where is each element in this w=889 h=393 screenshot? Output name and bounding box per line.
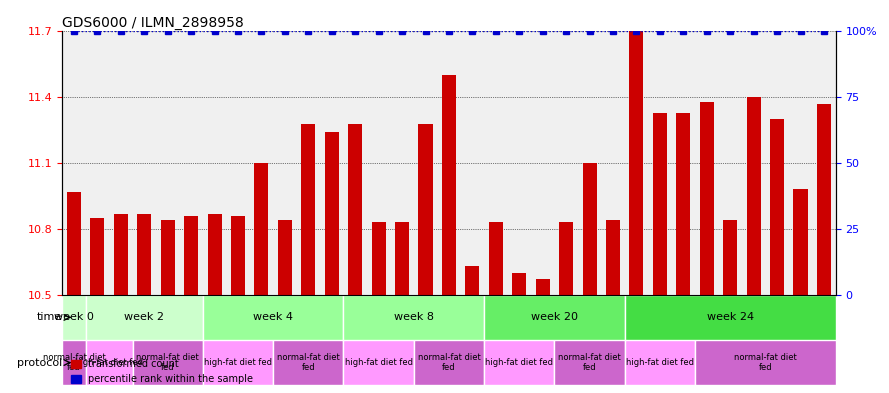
FancyBboxPatch shape	[343, 295, 485, 340]
Bar	[348, 124, 362, 295]
Bar	[677, 113, 691, 295]
Bar	[536, 279, 549, 295]
Bar	[372, 222, 386, 295]
Text: week 0: week 0	[54, 312, 94, 322]
Text: protocol: protocol	[17, 358, 62, 367]
FancyBboxPatch shape	[85, 340, 132, 385]
FancyBboxPatch shape	[203, 340, 273, 385]
Text: time: time	[37, 312, 62, 322]
FancyBboxPatch shape	[485, 295, 625, 340]
Bar	[91, 218, 104, 295]
Bar	[606, 220, 620, 295]
FancyBboxPatch shape	[555, 340, 625, 385]
Bar	[653, 113, 667, 295]
Text: high-fat diet fed: high-fat diet fed	[204, 358, 272, 367]
Legend: transformed count, percentile rank within the sample: transformed count, percentile rank withi…	[67, 356, 258, 388]
Bar	[629, 31, 644, 295]
Bar	[442, 75, 456, 295]
Text: week 20: week 20	[531, 312, 578, 322]
Bar	[184, 216, 198, 295]
FancyBboxPatch shape	[485, 340, 555, 385]
Text: normal-fat diet
fed: normal-fat diet fed	[43, 353, 105, 372]
Text: high-fat diet fed: high-fat diet fed	[626, 358, 694, 367]
Bar	[207, 214, 221, 295]
Text: week 24: week 24	[707, 312, 754, 322]
Bar	[747, 97, 761, 295]
Bar	[489, 222, 503, 295]
Bar	[817, 104, 831, 295]
FancyBboxPatch shape	[625, 340, 695, 385]
FancyBboxPatch shape	[62, 295, 85, 340]
Bar	[794, 189, 807, 295]
Bar	[723, 220, 737, 295]
Bar	[67, 192, 81, 295]
FancyBboxPatch shape	[343, 340, 413, 385]
Bar	[700, 102, 714, 295]
Bar	[395, 222, 409, 295]
FancyBboxPatch shape	[695, 340, 836, 385]
Text: normal-fat diet
fed: normal-fat diet fed	[734, 353, 797, 372]
Bar	[161, 220, 175, 295]
Bar	[137, 214, 151, 295]
Text: week 4: week 4	[253, 312, 293, 322]
Bar	[231, 216, 245, 295]
Bar	[582, 163, 597, 295]
Text: GDS6000 / ILMN_2898958: GDS6000 / ILMN_2898958	[62, 17, 244, 30]
Bar	[301, 124, 316, 295]
Text: normal-fat diet
fed: normal-fat diet fed	[136, 353, 199, 372]
Text: high-fat diet fed: high-fat diet fed	[485, 358, 553, 367]
Bar	[254, 163, 268, 295]
Bar	[559, 222, 573, 295]
FancyBboxPatch shape	[273, 340, 343, 385]
FancyBboxPatch shape	[62, 340, 85, 385]
Text: high-fat diet fed: high-fat diet fed	[345, 358, 412, 367]
Bar	[278, 220, 292, 295]
Text: week 8: week 8	[394, 312, 434, 322]
FancyBboxPatch shape	[203, 295, 343, 340]
FancyBboxPatch shape	[413, 340, 485, 385]
Bar	[324, 132, 339, 295]
Text: normal-fat diet
fed: normal-fat diet fed	[558, 353, 621, 372]
Bar	[512, 273, 526, 295]
FancyBboxPatch shape	[132, 340, 203, 385]
Text: normal-fat diet
fed: normal-fat diet fed	[418, 353, 480, 372]
FancyBboxPatch shape	[85, 295, 203, 340]
Text: normal-fat diet
fed: normal-fat diet fed	[277, 353, 340, 372]
Text: week 2: week 2	[124, 312, 164, 322]
Bar	[114, 214, 128, 295]
Bar	[770, 119, 784, 295]
Bar	[465, 266, 479, 295]
Bar	[419, 124, 433, 295]
Text: high-fat diet fed: high-fat diet fed	[75, 358, 143, 367]
FancyBboxPatch shape	[625, 295, 836, 340]
